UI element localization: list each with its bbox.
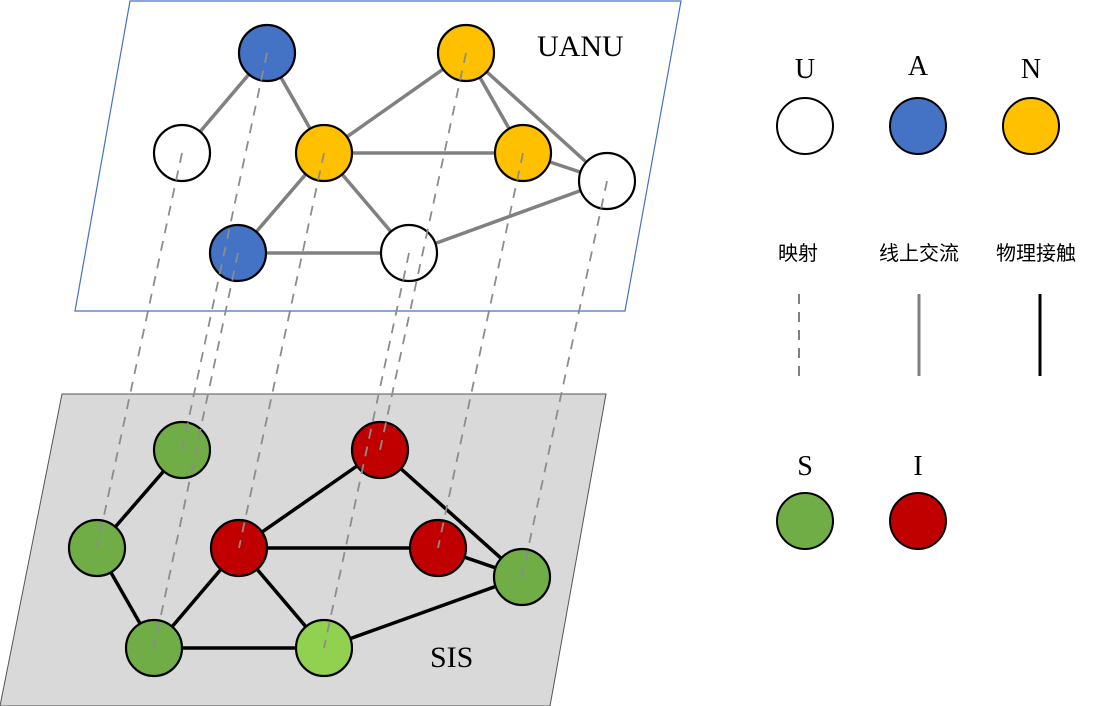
legend-s-node [776, 492, 834, 550]
legend-a-node [889, 97, 947, 155]
online-edge [408, 179, 608, 255]
legend-mapping-label: 映射 [778, 242, 818, 265]
mapping-edge [153, 252, 239, 649]
mapping-edge [181, 52, 268, 451]
mapping-edge [521, 180, 608, 578]
legend-i-node [889, 492, 947, 550]
legend: U A N 映射 线上交流 物理接触 S I [776, 51, 1076, 550]
legend-online-label: 线上交流 [879, 242, 959, 265]
legend-label-u: U [795, 54, 815, 85]
sis-label: SIS [430, 641, 473, 674]
contact-edge [323, 575, 523, 650]
mapping-edge [379, 52, 467, 451]
contact-edge [378, 448, 524, 579]
sis-node-i [350, 420, 410, 480]
legend-label-s: S [797, 451, 813, 482]
legend-physical-label: 物理接触 [996, 242, 1076, 265]
legend-u-node [776, 97, 834, 155]
legend-label-n: N [1021, 54, 1041, 85]
mapping-edge [238, 152, 325, 549]
legend-n-node [1002, 97, 1060, 155]
legend-label-a: A [908, 51, 929, 82]
uanu-label: UANU [537, 30, 624, 63]
mapping-edge [96, 152, 183, 549]
mapping-edge [437, 152, 524, 549]
mapping-edge [323, 252, 410, 649]
online-edge [464, 51, 609, 183]
legend-label-i: I [913, 451, 922, 482]
